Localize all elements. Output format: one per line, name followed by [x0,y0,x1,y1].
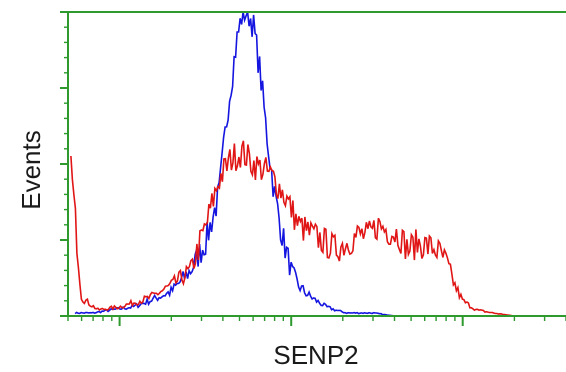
x-axis-label: SENP2 [273,340,358,370]
tick-layer [60,11,566,326]
plot-background [68,12,566,316]
series-2-histogram-line [70,140,566,317]
y-axis-label: Events [16,130,46,210]
